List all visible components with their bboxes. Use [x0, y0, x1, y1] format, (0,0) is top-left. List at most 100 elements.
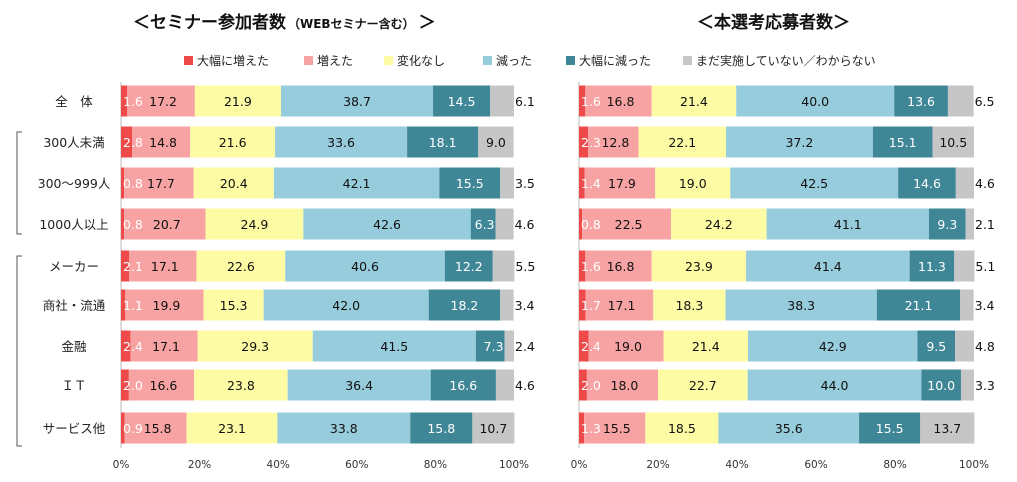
legend-swatch: [566, 56, 575, 65]
data-label: 17.9: [608, 176, 636, 191]
bar-segment: [475, 330, 505, 362]
bar-segment: [430, 369, 496, 401]
data-label: 21.9: [224, 94, 252, 109]
legend-label: 大幅に増えた: [197, 53, 269, 68]
bar-segment: [585, 85, 652, 117]
data-label: 13.7: [933, 421, 961, 436]
data-label: 2.1: [123, 259, 143, 274]
data-label: 16.8: [607, 94, 635, 109]
bar-segment: [872, 126, 933, 158]
bar-segment: [920, 412, 975, 444]
bar-segment: [651, 250, 747, 282]
data-label: 18.5: [668, 421, 696, 436]
legend-item: 減った: [483, 53, 532, 68]
bar-segment: [124, 167, 194, 199]
data-label: 33.6: [327, 135, 355, 150]
category-label: 1000人以上: [39, 217, 108, 232]
data-label: 42.1: [343, 176, 371, 191]
data-label: 15.5: [456, 176, 484, 191]
bar-segment: [663, 330, 749, 362]
bar-segment: [127, 85, 195, 117]
bar-segment: [129, 250, 197, 282]
bar-segment: [645, 412, 719, 444]
data-label: 2.3: [581, 135, 601, 150]
data-label: 16.8: [607, 259, 635, 274]
bar-segment: [121, 167, 125, 199]
tick-label: 0%: [571, 459, 588, 471]
data-label: 20.4: [220, 176, 248, 191]
bar-segment: [747, 369, 922, 401]
data-label: 38.7: [343, 94, 371, 109]
data-label: 7.3: [484, 339, 504, 354]
data-label: 22.5: [615, 217, 643, 232]
legend-item: 増えた: [304, 54, 353, 68]
bar-segment: [407, 126, 479, 158]
bar-segment: [947, 85, 974, 117]
bar-row: 2.4 17.1 29.3 41.5 7.3 2.4: [121, 330, 535, 362]
bar-segment: [121, 208, 125, 240]
bar-segment: [585, 289, 654, 321]
bar-segment: [932, 126, 974, 158]
data-label: 3.4: [515, 298, 535, 313]
bar-segment: [121, 330, 131, 362]
tick-label: 100%: [499, 459, 529, 471]
data-label: 2.4: [123, 339, 143, 354]
data-label: 17.1: [608, 298, 636, 313]
bar-segment: [205, 208, 304, 240]
data-label: 15.8: [427, 421, 455, 436]
bar-segment: [121, 85, 128, 117]
data-label: 22.6: [227, 259, 255, 274]
data-label: 21.6: [219, 135, 247, 150]
bar-segment: [746, 250, 910, 282]
tick-label: 0%: [113, 459, 130, 471]
bar-segment: [492, 250, 515, 282]
data-label: 19.0: [614, 339, 642, 354]
bar-segment: [588, 126, 639, 158]
chart-title-sub: （WEBセミナー含む）: [288, 16, 415, 31]
bar-segment: [194, 369, 288, 401]
data-label: 14.6: [913, 176, 941, 191]
bar-segment: [124, 208, 206, 240]
data-label: 21.1: [905, 298, 933, 313]
data-label: 18.2: [451, 298, 479, 313]
bar-segment: [428, 289, 501, 321]
group-brackets: [16, 131, 22, 447]
data-label: 0.8: [581, 217, 601, 232]
tick-label: 20%: [646, 459, 669, 471]
bar-segment: [579, 126, 589, 158]
data-label: 4.6: [975, 176, 995, 191]
bar-row: 1.1 19.9 15.3 42.0 18.2 3.4: [121, 289, 535, 321]
legend-swatch: [483, 56, 492, 65]
bar-segment: [132, 126, 191, 158]
bar-segment: [898, 167, 956, 199]
data-label: 18.1: [429, 135, 457, 150]
bar-segment: [490, 85, 514, 117]
bar-segment: [859, 412, 921, 444]
bar-segment: [121, 369, 129, 401]
data-label: 16.6: [449, 378, 477, 393]
bar-segment: [718, 412, 860, 444]
bar-segment: [277, 412, 411, 444]
bar-segment: [954, 250, 975, 282]
bar-segment: [579, 289, 586, 321]
data-label: 18.3: [675, 298, 703, 313]
data-label: 42.0: [332, 298, 360, 313]
bar-row: 0.8 20.7 24.9 42.6 6.3 4.6: [121, 208, 535, 240]
bar-segment: [478, 126, 514, 158]
data-label: 15.5: [876, 421, 904, 436]
bar-segment: [287, 369, 431, 401]
data-label: 1.4: [581, 176, 601, 191]
bar-segment: [197, 330, 313, 362]
bar-segment: [909, 250, 955, 282]
legend-item: 大幅に増えた: [184, 53, 269, 68]
bar-segment: [128, 369, 195, 401]
data-label: 15.8: [144, 421, 172, 436]
bar-segment: [495, 369, 514, 401]
bar-segment: [263, 289, 429, 321]
data-label: 4.6: [515, 217, 535, 232]
data-label: 6.3: [475, 217, 495, 232]
bar-segment: [186, 412, 278, 444]
bar-segment: [653, 289, 726, 321]
bar-row: 0.9 15.8 23.1 33.8 15.8 10.7: [121, 412, 515, 444]
